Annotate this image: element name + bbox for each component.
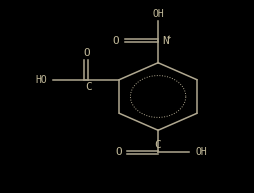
Text: C: C	[85, 82, 92, 92]
Text: OH: OH	[152, 9, 163, 19]
Text: O: O	[112, 36, 119, 46]
Text: N: N	[161, 36, 168, 46]
Text: O: O	[115, 147, 121, 157]
Text: OH: OH	[194, 147, 206, 157]
Text: +: +	[166, 34, 170, 40]
Text: C: C	[154, 140, 161, 150]
Text: HO: HO	[35, 75, 46, 85]
Text: O: O	[83, 48, 89, 58]
